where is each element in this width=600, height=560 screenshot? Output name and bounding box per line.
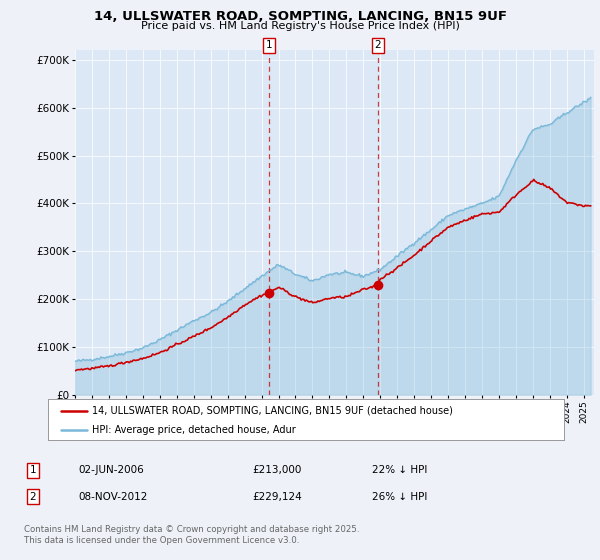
Text: 08-NOV-2012: 08-NOV-2012: [78, 492, 148, 502]
Text: 2: 2: [374, 40, 381, 50]
Text: 1: 1: [29, 465, 37, 475]
Text: 26% ↓ HPI: 26% ↓ HPI: [372, 492, 427, 502]
Text: 2: 2: [29, 492, 37, 502]
Text: £213,000: £213,000: [252, 465, 301, 475]
Text: 14, ULLSWATER ROAD, SOMPTING, LANCING, BN15 9UF: 14, ULLSWATER ROAD, SOMPTING, LANCING, B…: [94, 10, 506, 23]
Text: 1: 1: [265, 40, 272, 50]
Text: Price paid vs. HM Land Registry's House Price Index (HPI): Price paid vs. HM Land Registry's House …: [140, 21, 460, 31]
Text: Contains HM Land Registry data © Crown copyright and database right 2025.
This d: Contains HM Land Registry data © Crown c…: [24, 525, 359, 545]
Text: HPI: Average price, detached house, Adur: HPI: Average price, detached house, Adur: [92, 424, 296, 435]
Text: 02-JUN-2006: 02-JUN-2006: [78, 465, 144, 475]
Text: 22% ↓ HPI: 22% ↓ HPI: [372, 465, 427, 475]
Text: £229,124: £229,124: [252, 492, 302, 502]
Text: 14, ULLSWATER ROAD, SOMPTING, LANCING, BN15 9UF (detached house): 14, ULLSWATER ROAD, SOMPTING, LANCING, B…: [92, 405, 453, 416]
